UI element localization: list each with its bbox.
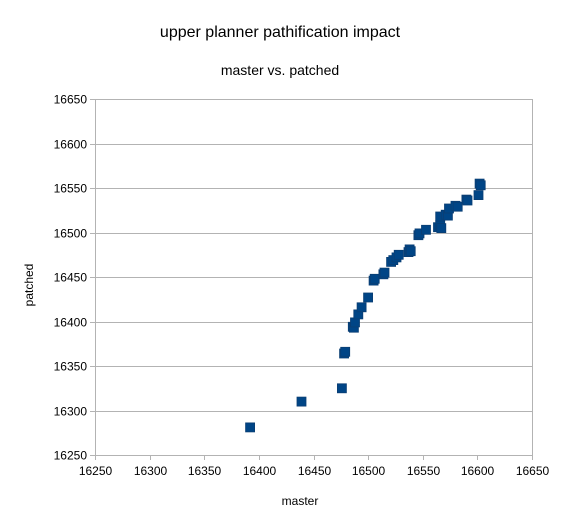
data-point: [356, 302, 367, 313]
x-axis-tick-labels: 16250 16300 16350 16400 16450 16500 16550 16600…: [79, 464, 550, 478]
gridlines: [95, 99, 532, 456]
y-axis-tick-labels: 16250 16300 16350 16400 16450 16500 16550 16600…: [54, 93, 88, 463]
y-tick-label: 16500: [54, 227, 88, 241]
x-tick-label: 16400: [243, 464, 277, 478]
chart-subtitle: master vs. patched: [221, 62, 339, 78]
y-tick-label: 16600: [54, 138, 88, 152]
x-tick-label: 16350: [188, 464, 222, 478]
y-tick-label: 16450: [54, 271, 88, 285]
chart-title: upper planner pathification impact: [160, 24, 401, 41]
x-tick-label: 16650: [516, 464, 550, 478]
x-tick-label: 16550: [407, 464, 441, 478]
y-tick-label: 16350: [54, 360, 88, 374]
data-point: [452, 201, 463, 212]
data-point: [393, 249, 404, 260]
data-point: [296, 396, 307, 407]
data-point: [379, 267, 390, 278]
data-point: [421, 224, 431, 235]
y-tick-label: 16300: [54, 405, 88, 419]
x-tick-label: 16300: [134, 464, 168, 478]
data-point: [369, 273, 380, 284]
data-point: [475, 180, 486, 191]
y-tick-label: 16650: [54, 93, 88, 107]
data-point: [462, 195, 473, 206]
y-axis-title: patched: [22, 264, 36, 307]
data-point: [436, 223, 447, 234]
data-point: [340, 346, 351, 357]
x-tick-label: 16500: [352, 464, 386, 478]
x-tick-label: 16450: [298, 464, 332, 478]
data-point: [363, 292, 374, 303]
data-point: [245, 422, 256, 433]
plot-axes: [90, 99, 533, 460]
x-tick-label: 16600: [461, 464, 495, 478]
x-axis-title: master: [282, 494, 319, 508]
x-tick-label: 16250: [79, 464, 113, 478]
data-points: [245, 178, 486, 433]
y-tick-label: 16250: [54, 449, 88, 463]
data-point: [473, 190, 484, 201]
data-point: [405, 246, 416, 257]
y-tick-label: 16550: [54, 182, 88, 196]
data-point: [336, 383, 347, 394]
y-tick-label: 16400: [54, 316, 88, 330]
